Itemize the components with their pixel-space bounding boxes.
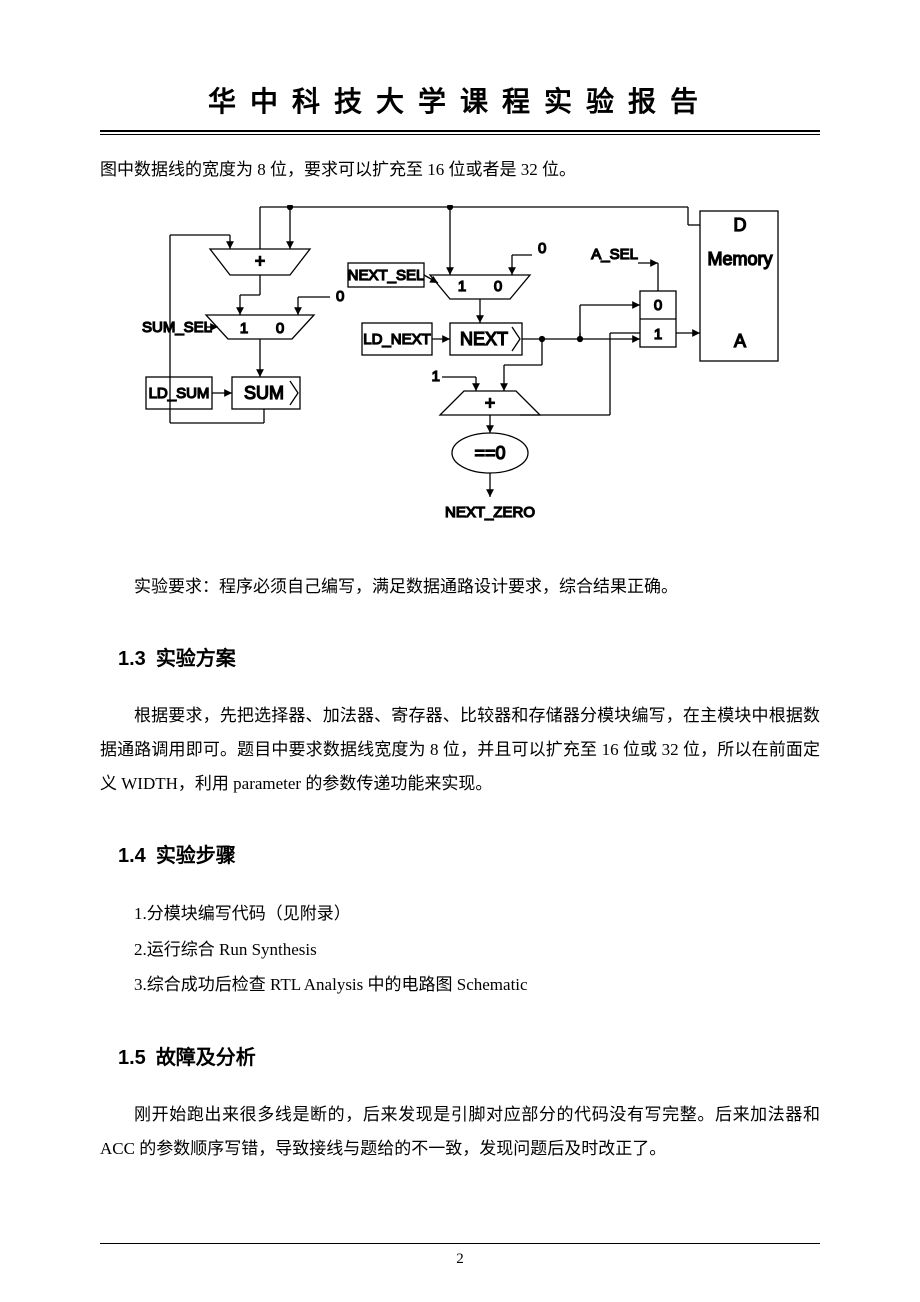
heading-no: 1.4 bbox=[118, 845, 146, 867]
intro-paragraph: 图中数据线的宽度为 8 位，要求可以扩充至 16 位或者是 32 位。 bbox=[100, 153, 820, 187]
label-sum: SUM bbox=[244, 383, 284, 403]
heading-title: 实验方案 bbox=[156, 648, 236, 670]
label-d: D bbox=[734, 215, 747, 235]
list-item: 2.运行综合 Run Synthesis bbox=[134, 932, 820, 968]
svg-text:0: 0 bbox=[276, 320, 284, 337]
heading-1-5: 1.5 故障及分析 bbox=[118, 1041, 820, 1070]
label-next: NEXT bbox=[460, 329, 508, 349]
svg-text:1: 1 bbox=[432, 368, 440, 385]
label-next-zero: NEXT_ZERO bbox=[445, 504, 535, 521]
requirement-paragraph: 实验要求：程序必须自己编写，满足数据通路设计要求，综合结果正确。 bbox=[100, 570, 820, 604]
heading-no: 1.3 bbox=[118, 648, 146, 670]
label-sum-sel: SUM_SEL bbox=[142, 319, 212, 336]
label-plus-b: + bbox=[485, 393, 496, 413]
list-item: 1.分模块编写代码（见附录） bbox=[134, 896, 820, 932]
footer-rule bbox=[100, 1243, 820, 1244]
svg-text:1: 1 bbox=[654, 326, 662, 343]
datapath-diagram: D Memory A 0 1 A_SEL NEXT LD_NEXT 1 0 NE… bbox=[140, 205, 780, 540]
heading-title: 实验步骤 bbox=[156, 845, 236, 867]
heading-1-3: 1.3 实验方案 bbox=[118, 642, 820, 671]
heading-1-4: 1.4 实验步骤 bbox=[118, 839, 820, 868]
label-ld-sum: LD_SUM bbox=[149, 385, 210, 402]
page-number: 2 bbox=[0, 1251, 920, 1268]
label-a-sel: A_SEL bbox=[591, 246, 638, 263]
label-eq0: ==0 bbox=[474, 443, 505, 463]
label-ld-next: LD_NEXT bbox=[363, 331, 431, 348]
section-1-5-body: 刚开始跑出来很多线是断的，后来发现是引脚对应部分的代码没有写完整。后来加法器和 … bbox=[100, 1098, 820, 1166]
header-rule bbox=[100, 130, 820, 135]
heading-no: 1.5 bbox=[118, 1047, 146, 1069]
list-item: 3.综合成功后检查 RTL Analysis 中的电路图 Schematic bbox=[134, 967, 820, 1003]
svg-text:1: 1 bbox=[458, 278, 466, 295]
label-next-sel: NEXT_SEL bbox=[348, 267, 425, 284]
svg-text:1: 1 bbox=[240, 320, 248, 337]
heading-title: 故障及分析 bbox=[156, 1047, 256, 1069]
label-plus-a: + bbox=[255, 251, 266, 271]
label-memory: Memory bbox=[707, 249, 772, 269]
svg-text:0: 0 bbox=[336, 288, 344, 305]
svg-text:0: 0 bbox=[538, 240, 546, 257]
page-title: 华中科技大学课程实验报告 bbox=[100, 80, 820, 120]
section-1-3-body: 根据要求，先把选择器、加法器、寄存器、比较器和存储器分模块编写，在主模块中根据数… bbox=[100, 699, 820, 801]
label-a: A bbox=[734, 331, 746, 351]
svg-text:0: 0 bbox=[654, 297, 662, 314]
svg-text:0: 0 bbox=[494, 278, 502, 295]
